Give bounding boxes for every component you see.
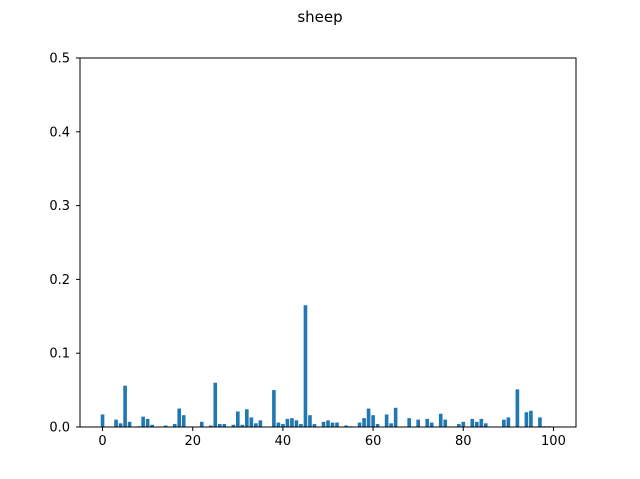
y-tick-label-4: 0.4 xyxy=(49,125,70,140)
bar-44 xyxy=(299,424,303,427)
bar-95 xyxy=(529,410,533,427)
bar-38 xyxy=(272,390,276,427)
bar-32 xyxy=(245,409,249,427)
bar-85 xyxy=(484,423,488,427)
x-tick-label-60: 60 xyxy=(365,434,382,449)
bar-47 xyxy=(312,424,317,427)
bar-29 xyxy=(231,424,236,427)
bar-92 xyxy=(515,389,520,427)
x-axis: 0 20 40 60 80 100 xyxy=(98,427,566,449)
bar-30 xyxy=(236,411,240,427)
bar-5 xyxy=(123,385,127,427)
bar-60 xyxy=(371,415,375,427)
bar-52 xyxy=(335,422,339,427)
bar-63 xyxy=(384,414,389,427)
bar-80 xyxy=(461,421,466,427)
bar-22 xyxy=(199,421,204,427)
bar-18 xyxy=(181,415,186,427)
bar-50 xyxy=(326,420,330,427)
bar-3 xyxy=(114,419,118,427)
bars-group xyxy=(100,305,551,427)
y-tick-label-1: 0.1 xyxy=(49,347,70,362)
chart-title: sheep xyxy=(297,8,342,26)
bar-0 xyxy=(100,414,105,427)
bar-35 xyxy=(258,420,263,427)
bar-42 xyxy=(290,418,294,427)
y-tick-label-0: 0.0 xyxy=(49,421,70,436)
bar-72 xyxy=(425,418,430,427)
bar-26 xyxy=(217,424,222,427)
bar-9 xyxy=(141,416,145,427)
bar-73 xyxy=(429,422,434,427)
bar-79 xyxy=(456,424,461,427)
bar-31 xyxy=(240,424,245,427)
bar-14 xyxy=(163,425,168,427)
x-tick-label-40: 40 xyxy=(275,434,292,449)
bar-39 xyxy=(276,422,281,427)
y-axis: 0.0 0.1 0.2 0.3 0.4 0.5 xyxy=(49,52,80,436)
y-tick-label-5: 0.5 xyxy=(49,52,70,67)
bar-6 xyxy=(127,421,132,427)
bar-83 xyxy=(475,421,479,427)
bar-94 xyxy=(524,412,529,427)
bar-46 xyxy=(308,415,312,427)
bar-64 xyxy=(389,423,393,427)
bar-75 xyxy=(438,413,443,427)
bar-59 xyxy=(366,408,371,427)
y-tick-label-2: 0.2 xyxy=(49,273,70,288)
bar-34 xyxy=(254,423,258,427)
bar-51 xyxy=(330,422,335,427)
bar-17 xyxy=(177,408,182,427)
plot-frame xyxy=(79,57,577,428)
bar-27 xyxy=(222,424,227,427)
bar-43 xyxy=(294,420,299,427)
bar-65 xyxy=(393,407,398,427)
bar-45 xyxy=(303,305,308,427)
bar-49 xyxy=(321,421,326,427)
x-tick-label-100: 100 xyxy=(541,434,566,449)
bar-10 xyxy=(145,418,150,427)
bar-97 xyxy=(538,417,542,427)
bar-4 xyxy=(118,423,123,427)
bar-40 xyxy=(281,424,285,427)
bar-76 xyxy=(443,419,448,427)
bar-41 xyxy=(285,418,290,427)
bar-57 xyxy=(357,422,362,427)
x-tick-label-80: 80 xyxy=(455,434,472,449)
bar-11 xyxy=(150,424,154,427)
x-tick-label-0: 0 xyxy=(98,434,106,449)
bar-24 xyxy=(208,425,213,427)
bar-33 xyxy=(249,417,254,427)
bar-16 xyxy=(172,424,177,427)
x-tick-label-20: 20 xyxy=(184,434,201,449)
bar-90 xyxy=(506,417,511,427)
bar-54 xyxy=(344,425,348,427)
bar-25 xyxy=(213,382,218,427)
bar-61 xyxy=(375,424,380,427)
bar-68 xyxy=(407,418,411,427)
bar-84 xyxy=(479,418,484,427)
bar-82 xyxy=(470,418,475,427)
bar-89 xyxy=(502,419,506,427)
bar-70 xyxy=(416,419,420,427)
y-tick-label-3: 0.3 xyxy=(49,199,70,214)
bar-58 xyxy=(362,418,366,427)
